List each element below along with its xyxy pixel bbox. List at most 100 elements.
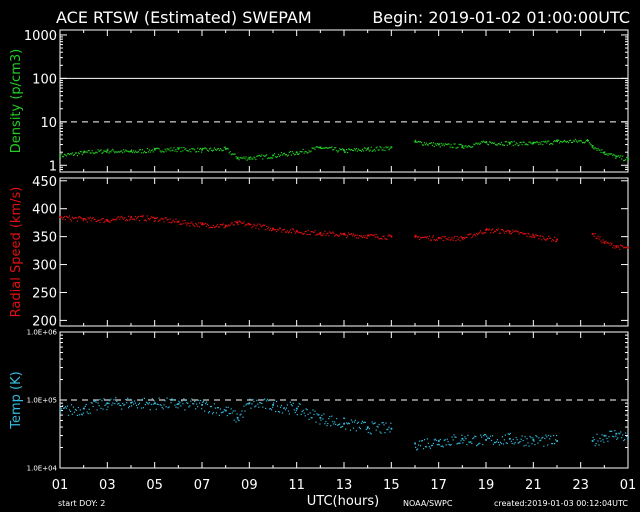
speed-trace-point <box>378 238 380 240</box>
temp-trace-point <box>343 417 345 419</box>
density-data-point <box>295 151 298 154</box>
density-trace-point <box>530 142 532 144</box>
speed-trace-point <box>536 235 538 237</box>
density-trace-point <box>477 143 479 145</box>
speed-data-point <box>485 229 487 231</box>
density-trace-point <box>79 150 81 153</box>
temp-trace-point <box>261 402 263 404</box>
speed-trace-point <box>465 236 467 238</box>
speed-trace-point <box>310 231 312 233</box>
speed-trace-point <box>495 229 498 231</box>
temp-trace-point <box>330 425 332 427</box>
density-trace-point <box>432 142 434 144</box>
temp-trace-point <box>354 419 356 421</box>
density-trace-point <box>346 149 348 151</box>
temp-trace-point <box>328 418 330 420</box>
temp-trace-point <box>500 442 502 445</box>
temp-trace-point <box>593 439 595 441</box>
density-data-point <box>272 154 274 157</box>
temp-trace-point <box>446 438 448 440</box>
temp-trace-point <box>610 430 612 432</box>
speed-trace-point <box>416 235 418 237</box>
temp-trace-point <box>247 403 249 405</box>
speed-data-point <box>603 241 606 244</box>
density-trace-point <box>171 150 173 152</box>
density-trace-point <box>503 144 505 146</box>
speed-trace-point <box>236 220 238 222</box>
density-trace-point <box>589 143 591 145</box>
temp-trace-point <box>440 445 442 447</box>
speed-trace-point <box>339 234 341 236</box>
density-trace-point <box>239 156 241 159</box>
density-trace-point <box>385 146 387 148</box>
speed-trace-point <box>230 222 232 224</box>
density-trace-point <box>490 142 493 144</box>
density-trace-point <box>190 151 192 153</box>
temp-trace-point <box>356 422 358 424</box>
density-trace-point <box>481 140 483 143</box>
temp-trace-point <box>102 408 104 410</box>
density-trace-point <box>233 153 235 155</box>
speed-trace-point <box>285 231 287 233</box>
temp-data-point <box>366 426 369 429</box>
density-data-point <box>437 143 440 146</box>
density-data-point <box>615 155 618 158</box>
temp-trace-point <box>172 399 174 401</box>
density-trace-point <box>136 151 139 153</box>
density-trace-point <box>75 152 77 154</box>
temp-trace-point <box>350 419 353 421</box>
speed-trace-point <box>442 239 444 242</box>
density-trace-point <box>508 143 510 145</box>
temp-trace-point <box>249 398 251 400</box>
density-trace-point <box>242 157 244 159</box>
density-trace-point <box>284 154 286 156</box>
temp-trace-point <box>293 409 295 411</box>
temp-trace-point <box>349 429 352 431</box>
speed-trace-point <box>477 234 479 236</box>
speed-trace-point <box>127 220 129 222</box>
density-trace-point <box>131 149 133 151</box>
temp-trace-point <box>220 412 222 414</box>
density-trace-point <box>270 157 272 159</box>
density-trace-point <box>624 159 626 161</box>
speed-trace-point <box>74 217 76 219</box>
density-trace-point <box>175 148 177 151</box>
density-trace-point <box>626 157 628 159</box>
speed-trace-point <box>252 225 254 228</box>
density-trace-point <box>291 151 293 153</box>
temp-trace-point <box>432 442 434 445</box>
density-trace-point <box>86 151 88 153</box>
speed-trace-point <box>623 247 625 249</box>
temp-trace-point <box>209 406 212 408</box>
temp-trace-point <box>334 421 336 423</box>
temp-trace-point <box>491 435 494 437</box>
temp-trace-point <box>361 420 363 422</box>
speed-trace-point <box>338 235 340 237</box>
density-trace-point <box>424 144 427 146</box>
temp-trace-point <box>484 434 486 436</box>
density-data-point <box>603 151 606 154</box>
speed-trace-point <box>380 238 382 240</box>
speed-trace-point <box>424 236 427 238</box>
speed-trace-point <box>167 218 169 221</box>
speed-trace-point <box>235 221 237 224</box>
speed-trace-point <box>330 232 332 234</box>
density-trace-point <box>381 149 383 151</box>
temp-trace-point <box>496 439 498 441</box>
temp-trace-point <box>509 432 511 434</box>
temp-trace-point <box>596 433 598 435</box>
density-trace-point <box>290 154 292 156</box>
speed-trace-point <box>141 216 143 218</box>
temp-trace-point <box>341 426 343 428</box>
temp-trace-point <box>515 437 517 439</box>
temp-trace-point <box>147 403 149 405</box>
temp-trace-point <box>77 407 79 409</box>
density-trace-point <box>101 152 103 154</box>
density-trace-point <box>211 150 214 152</box>
density-trace-point <box>439 146 441 148</box>
temp-trace-point <box>375 429 377 431</box>
temp-trace-point <box>452 439 454 441</box>
speed-trace-point <box>426 236 428 238</box>
density-trace-point <box>421 144 424 146</box>
density-trace-point <box>169 150 171 152</box>
